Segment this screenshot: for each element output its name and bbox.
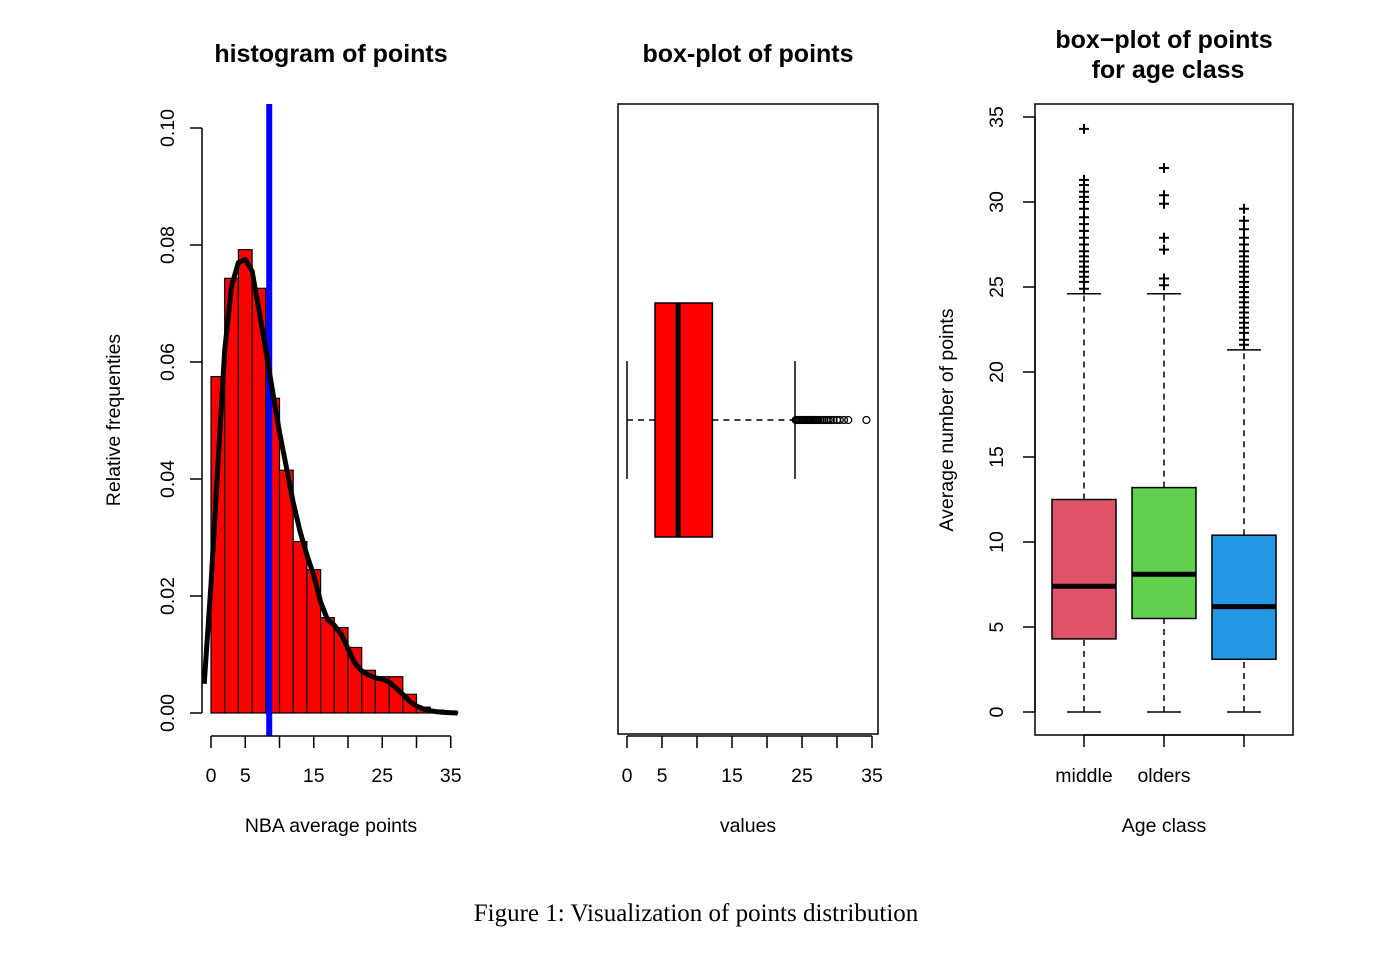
- y-tick-label: 25: [986, 276, 1008, 298]
- y-tick-label: 0.04: [157, 460, 179, 498]
- histogram-x-axis: 0 5 15 25 35: [206, 735, 462, 787]
- age-boxplot-x-label: Age class: [1122, 815, 1207, 837]
- x-tick-label: 25: [371, 765, 393, 787]
- histogram-bar: [292, 540, 308, 714]
- histogram-panel: histogram of points NBA average points R…: [103, 40, 462, 837]
- iqr-box: [1131, 486, 1197, 620]
- outlier-point: [1159, 163, 1169, 173]
- figure-caption: Figure 1: Visualization of points distri…: [473, 900, 919, 927]
- y-tick-label: 0.10: [157, 109, 179, 147]
- boxplot-marks: [626, 302, 871, 538]
- x-tick-label: 35: [861, 765, 883, 787]
- y-tick-label: 30: [986, 191, 1008, 213]
- outlier-point: [1079, 123, 1089, 134]
- outlier-point: [1159, 244, 1169, 255]
- outlier-point: [1239, 215, 1249, 226]
- y-tick-label: 5: [986, 621, 1008, 632]
- outlier-point: [1159, 273, 1169, 284]
- y-tick-label: 20: [986, 361, 1008, 383]
- age-boxplot-marks: [1051, 123, 1277, 713]
- outlier-point: [862, 415, 871, 425]
- x-tick-label: 15: [303, 765, 325, 787]
- boxplot-title: box-plot of points: [642, 40, 853, 68]
- y-tick-label: 0: [986, 706, 1008, 717]
- outlier-point: [844, 415, 853, 425]
- y-tick-label: 0.02: [157, 577, 179, 615]
- iqr-box: [1211, 534, 1277, 661]
- iqr-box: [1051, 498, 1117, 640]
- histogram-bars: [201, 104, 459, 736]
- outlier-point: [1159, 198, 1169, 209]
- x-tick-label: 15: [721, 765, 743, 787]
- outlier-point: [1159, 232, 1169, 243]
- age-boxplot-y-axis: 0 5 10 15 20 25 30 35: [986, 106, 1036, 717]
- histogram-y-axis: 0.00 0.02 0.04 0.06 0.08 0.10: [157, 109, 203, 732]
- iqr-box: [654, 302, 714, 538]
- density-curve: [201, 257, 458, 716]
- age-boxplot-x-axis: middle olders: [1055, 734, 1245, 787]
- outlier-point: [1159, 190, 1169, 201]
- x-tick-label: 0: [622, 765, 633, 787]
- histogram-bar: [237, 249, 253, 714]
- histogram-bar: [320, 617, 335, 714]
- y-tick-label: 15: [986, 446, 1008, 468]
- outlier-point: [1079, 174, 1089, 185]
- outlier-point: [826, 415, 835, 425]
- age-boxplot-panel: box−plot of points for age class Age cla…: [936, 26, 1294, 837]
- age-boxplot-y-label: Average number of points: [936, 308, 958, 531]
- age-boxplot-title-line1: box−plot of points: [1055, 26, 1272, 54]
- boxplot-panel: box-plot of points values 0 5 15 25 35: [617, 40, 883, 837]
- histogram-title: histogram of points: [214, 40, 447, 68]
- age-boxplot-title-line2: for age class: [1092, 56, 1245, 84]
- x-tick-label: olders: [1137, 765, 1190, 787]
- y-tick-label: 0.06: [157, 343, 179, 381]
- x-tick-label: 25: [791, 765, 813, 787]
- x-tick-label: 5: [240, 765, 251, 787]
- outlier-point: [839, 415, 849, 425]
- outlier-point: [1239, 203, 1249, 214]
- histogram-y-label: Relative frequenties: [103, 334, 125, 507]
- x-tick-label: middle: [1055, 765, 1112, 787]
- boxplot-x-axis: 0 5 15 25 35: [622, 735, 883, 787]
- histogram-x-label: NBA average points: [245, 815, 418, 837]
- y-tick-label: 35: [986, 106, 1008, 128]
- y-tick-label: 0.08: [157, 226, 179, 264]
- x-tick-label: 35: [440, 765, 462, 787]
- x-tick-label: 5: [657, 765, 668, 787]
- outlier-point: [1239, 224, 1249, 235]
- outlier-point: [835, 415, 844, 425]
- boxplot-frame: [617, 103, 879, 735]
- boxplot-x-label: values: [720, 815, 777, 837]
- y-tick-label: 0.00: [157, 694, 179, 732]
- x-tick-label: 0: [206, 765, 217, 787]
- outlier-point: [1079, 212, 1089, 223]
- outlier-point: [1239, 232, 1249, 243]
- histogram-bar: [278, 469, 294, 714]
- y-tick-label: 10: [986, 531, 1008, 553]
- outlier-point: [829, 415, 838, 425]
